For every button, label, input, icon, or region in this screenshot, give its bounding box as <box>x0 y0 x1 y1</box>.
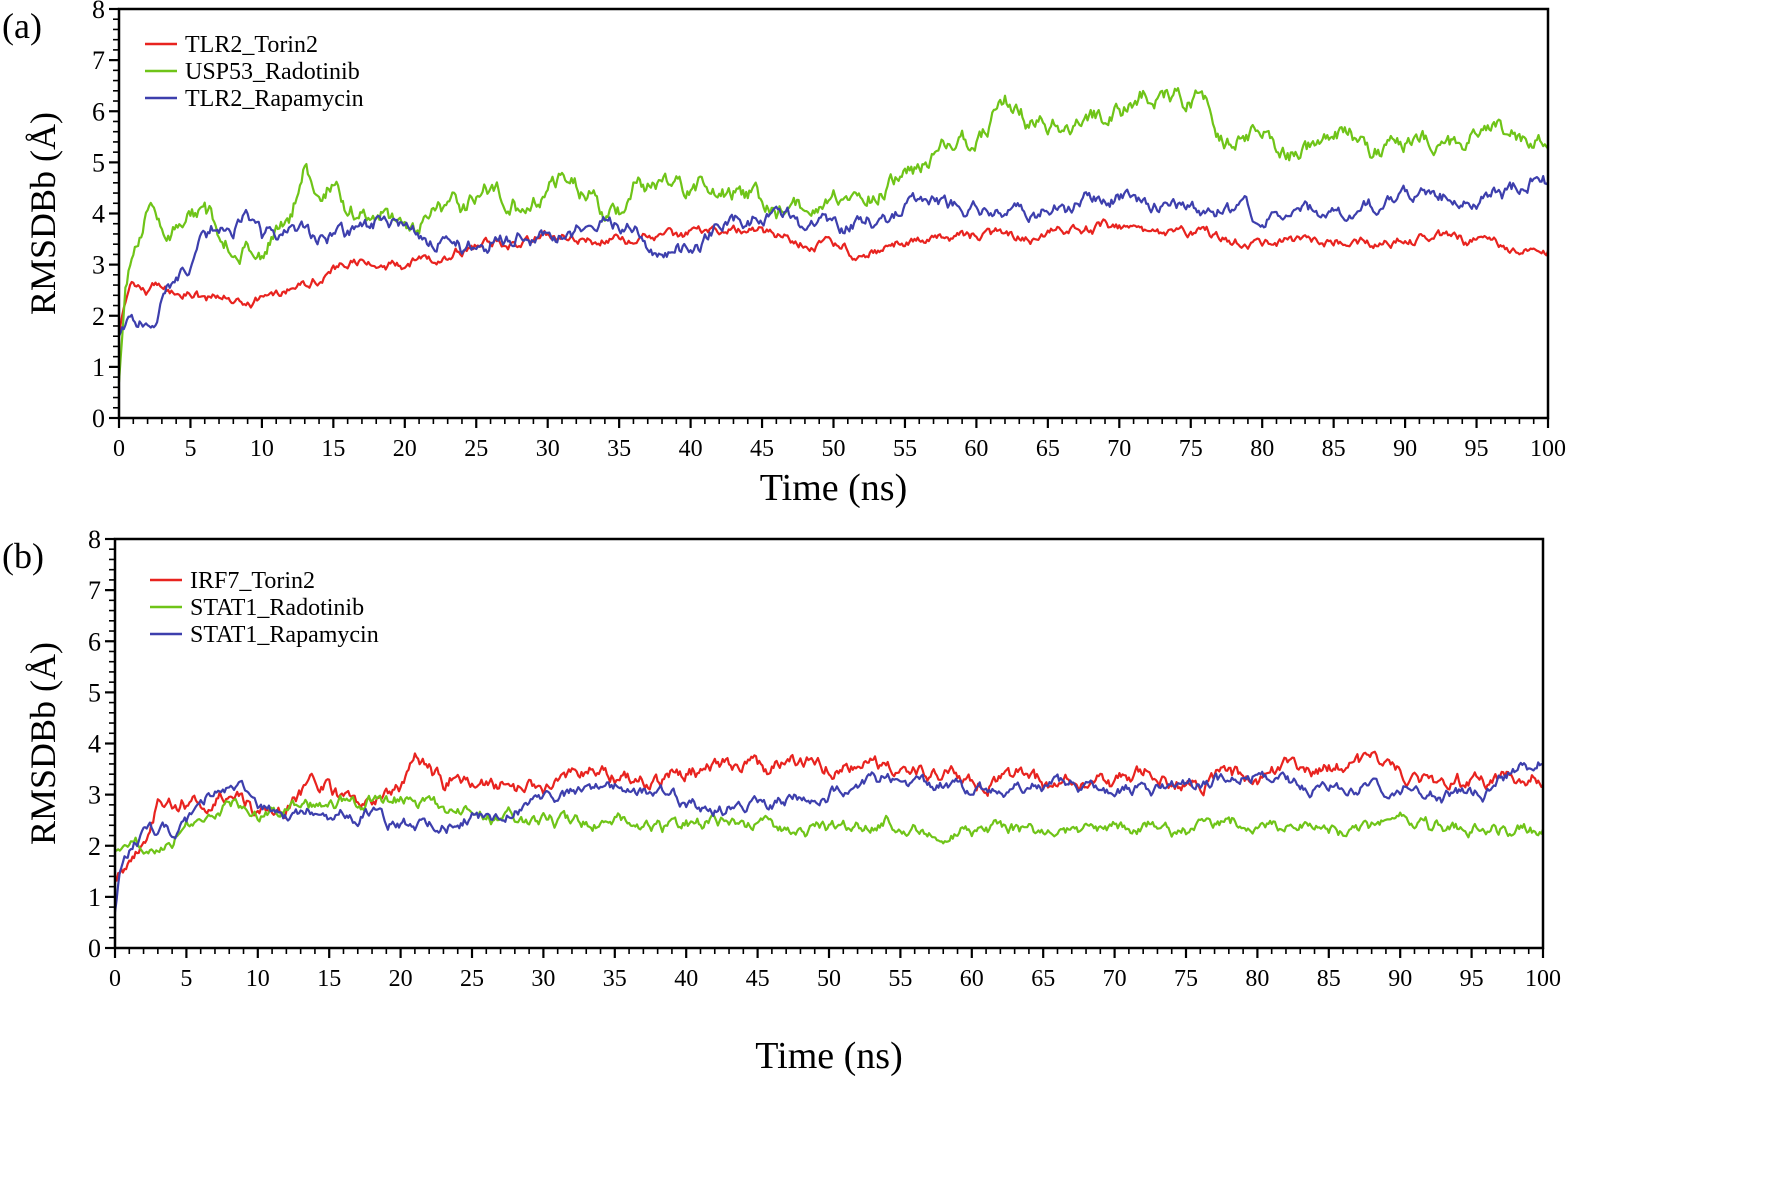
panel-a-x-tick-label: 75 <box>1179 436 1203 462</box>
panel-a-y-tick-label: 3 <box>92 251 105 280</box>
panel-a-x-tick-label: 60 <box>964 436 988 462</box>
panel-a-y-tick-label: 4 <box>92 200 105 229</box>
panel-a-y-tick-label: 8 <box>92 0 105 24</box>
panel-a-series-line-tlr2-rapamycin <box>117 175 1549 337</box>
panel-a-x-tick-label: 15 <box>321 436 345 462</box>
panel-b-x-tick-label: 35 <box>603 966 627 992</box>
panel-a-x-tick-label: 25 <box>464 436 488 462</box>
panel-b-x-tick-label: 95 <box>1460 966 1484 992</box>
panel-a-y-tick-label: 7 <box>92 46 105 75</box>
panel-a-x-tick-label: 90 <box>1393 436 1417 462</box>
panel-b-y-tick-label: 8 <box>88 525 101 554</box>
panel-a-label: (a) <box>2 6 42 46</box>
panel-a-y-tick-label: 6 <box>92 97 105 126</box>
panel-b-x-tick-label: 40 <box>674 966 698 992</box>
panel-a-x-tick-label: 70 <box>1107 436 1131 462</box>
panel-b-y-tick-label: 4 <box>88 730 101 759</box>
panel-b-y-tick-label: 3 <box>88 781 101 810</box>
panel-a-x-tick-label: 45 <box>750 436 774 462</box>
panel-a-y-tick-label: 5 <box>92 148 105 177</box>
panel-b-x-tick-label: 30 <box>531 966 555 992</box>
panel-a-x-tick-label: 50 <box>822 436 846 462</box>
panel-b-x-tick-label: 100 <box>1525 966 1561 992</box>
panel-a-x-tick-label: 40 <box>679 436 703 462</box>
panel-a-y-tick-label: 2 <box>92 302 105 331</box>
panel-b-x-tick-label: 45 <box>746 966 770 992</box>
panel-a-y-tick-label: 1 <box>92 353 105 382</box>
panel-a-x-tick-label: 5 <box>184 436 196 462</box>
panel-b-legend: IRF7_Torin2STAT1_RadotinibSTAT1_Rapamyci… <box>150 568 379 648</box>
panel-a-x-tick-label: 85 <box>1322 436 1346 462</box>
panel-b-series-line-stat1-radotinib <box>114 794 1545 855</box>
panel-a-y-axis-label: RMSDBb (Å) <box>23 112 63 315</box>
panel-b-label: (b) <box>2 536 44 576</box>
panel-a-x-tick-label: 100 <box>1530 436 1566 462</box>
panel-b-x-tick-label: 25 <box>460 966 484 992</box>
panel-a-x-axis-label: Time (ns) <box>760 467 907 509</box>
panel-b-x-tick-label: 85 <box>1317 966 1341 992</box>
panel-b-series-group <box>113 750 1545 913</box>
panel-b: (b) RMSDBb (Å) Time (ns) 0 5 10 15 20 25 30 35 4… <box>2 525 1561 1077</box>
panel-a: (a) RMSDBb (Å) Time (ns) 0 5 10 15 20 25 30 35 4… <box>2 0 1566 509</box>
panel-b-y-tick-label: 6 <box>88 627 101 656</box>
panel-b-x-tick-label: 60 <box>960 966 984 992</box>
panel-a-x-tick-label: 30 <box>536 436 560 462</box>
panel-a-x-tick-label: 80 <box>1250 436 1274 462</box>
panel-b-y-tick-label: 7 <box>88 576 101 605</box>
panel-b-x-tick-label: 75 <box>1174 966 1198 992</box>
panel-a-legend-label-tlr2-rapamycin: TLR2_Rapamycin <box>185 86 364 112</box>
panel-a-ticks: 0 5 10 15 20 25 30 35 40 45 50 55 60 65 70 75 80 85 90 95 10… <box>92 0 1566 462</box>
panel-b-x-tick-label: 90 <box>1388 966 1412 992</box>
panel-b-x-tick-label: 20 <box>389 966 413 992</box>
panel-b-x-tick-label: 0 <box>109 966 121 992</box>
panel-a-x-tick-label: 20 <box>393 436 417 462</box>
panel-b-series-line-irf7-torin2 <box>113 750 1544 882</box>
panel-b-y-tick-label: 1 <box>88 883 101 912</box>
panel-b-x-tick-label: 65 <box>1031 966 1055 992</box>
panel-b-x-axis-label: Time (ns) <box>755 1035 902 1077</box>
panel-b-y-axis-label: RMSDBb (Å) <box>23 642 63 845</box>
panel-a-x-tick-label: 95 <box>1465 436 1489 462</box>
panel-b-x-tick-label: 10 <box>246 966 270 992</box>
panel-b-x-tick-label: 50 <box>817 966 841 992</box>
panel-a-legend-label-tlr2-torin2: TLR2_Torin2 <box>185 32 318 58</box>
panel-b-y-tick-label: 5 <box>88 678 101 707</box>
panel-a-x-tick-label: 0 <box>113 436 125 462</box>
panel-b-y-tick-label: 0 <box>88 934 101 963</box>
panel-a-series-line-usp53-radotinib <box>117 87 1549 383</box>
panel-b-legend-label-stat1-rapamycin: STAT1_Rapamycin <box>190 622 379 648</box>
panel-b-y-tick-label: 2 <box>88 832 101 861</box>
panel-a-legend-label-usp53-radotinib: USP53_Radotinib <box>185 59 360 85</box>
panel-a-x-tick-label: 55 <box>893 436 917 462</box>
panel-a-series-line-tlr2-torin2 <box>117 218 1550 337</box>
panel-b-x-tick-label: 55 <box>888 966 912 992</box>
panel-b-x-tick-label: 80 <box>1245 966 1269 992</box>
panel-a-x-tick-label: 35 <box>607 436 631 462</box>
panel-a-x-tick-label: 10 <box>250 436 274 462</box>
panel-b-legend-label-irf7-torin2: IRF7_Torin2 <box>190 568 315 594</box>
panel-b-x-tick-label: 15 <box>317 966 341 992</box>
panel-b-x-tick-label: 70 <box>1103 966 1127 992</box>
panel-b-series-line-stat1-rapamycin <box>113 761 1544 913</box>
panel-a-y-tick-label: 0 <box>92 404 105 433</box>
panel-a-x-tick-label: 65 <box>1036 436 1060 462</box>
panel-b-ticks: 0 5 10 15 20 25 30 35 40 45 50 55 60 65 70 75 80 85 90 95 10… <box>88 525 1561 992</box>
panel-a-series-group <box>117 87 1550 383</box>
panel-b-x-tick-label: 5 <box>180 966 192 992</box>
panel-b-legend-label-stat1-radotinib: STAT1_Radotinib <box>190 595 364 621</box>
